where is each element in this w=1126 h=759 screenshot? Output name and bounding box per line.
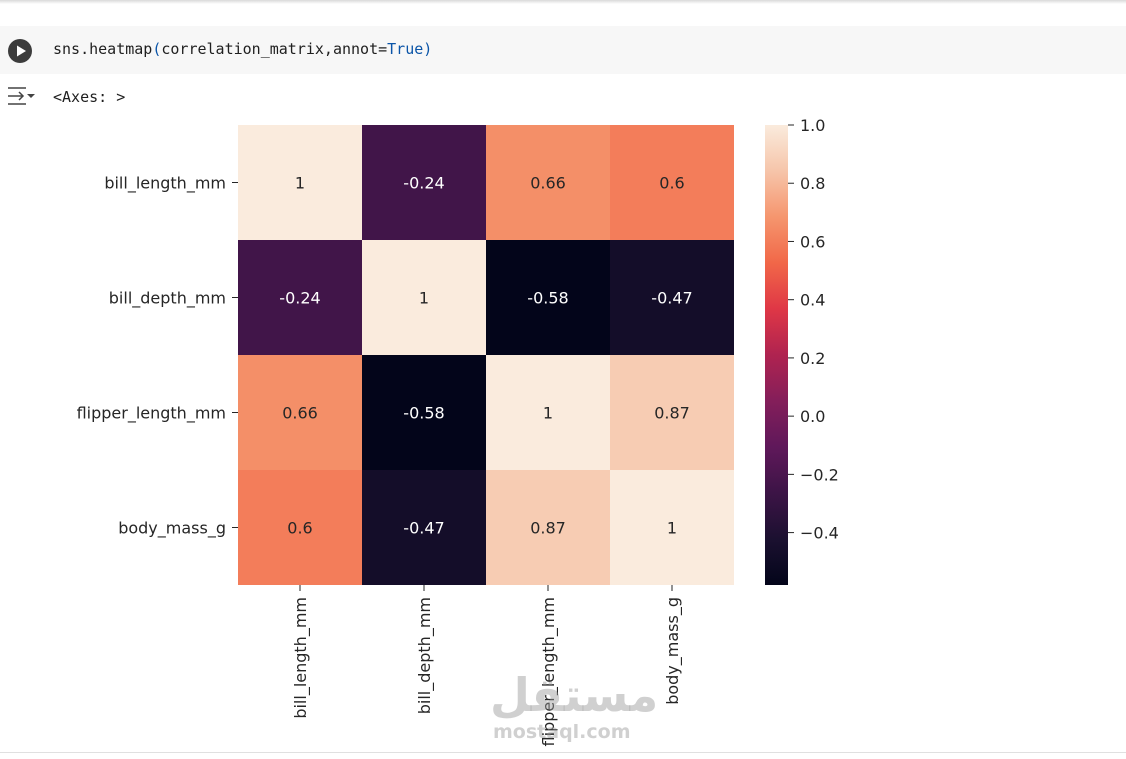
colorbar-tick-label: 0.2 — [800, 349, 825, 368]
cell-annotation: 1 — [419, 289, 429, 308]
watermark-url: mostaql.com — [493, 721, 631, 743]
cell-annotation: 1 — [543, 404, 553, 423]
colorbar-tick-label: 0.0 — [800, 407, 825, 426]
cell-annotation: 0.6 — [659, 174, 684, 193]
heatmap-cell — [610, 240, 734, 355]
code-open-paren: ( — [152, 40, 162, 58]
cell-annotation: -0.47 — [651, 289, 692, 308]
cell-annotation: 1 — [667, 519, 677, 538]
cell-annotation: 0.87 — [654, 404, 690, 423]
run-cell-button[interactable] — [8, 39, 32, 63]
heatmap-cell — [362, 355, 486, 470]
colorbar-tick-label: −0.4 — [800, 524, 839, 543]
colorbar-tick-label: 1.0 — [800, 116, 825, 135]
x-tick-label: bill_length_mm — [291, 597, 311, 719]
cell-annotation: 0.66 — [530, 174, 566, 193]
heatmap-cell — [238, 470, 362, 585]
heatmap-cell — [362, 470, 486, 585]
y-tick-label: body_mass_g — [118, 519, 226, 539]
watermark-logo: مستقل — [490, 668, 659, 722]
cell-annotation: -0.24 — [403, 174, 444, 193]
cell-annotation: 0.66 — [282, 404, 318, 423]
heatmap-cell — [610, 125, 734, 240]
colorbar-tick-label: 0.4 — [800, 291, 825, 310]
x-tick-label: body_mass_g — [663, 597, 683, 705]
output-toggle-button[interactable] — [6, 84, 36, 108]
code-close-paren: ) — [423, 40, 433, 58]
heatmap-cell — [486, 240, 610, 355]
x-tick-label: bill_depth_mm — [415, 597, 435, 714]
y-tick-label: bill_depth_mm — [109, 289, 226, 309]
heatmap-cell — [610, 470, 734, 585]
heatmap-cell — [362, 240, 486, 355]
code-keyword-true: True — [387, 40, 424, 58]
cell-annotation: -0.58 — [403, 404, 444, 423]
code-function: sns.heatmap — [53, 40, 153, 58]
y-tick-label: bill_length_mm — [104, 174, 226, 194]
cell-annotation: -0.47 — [403, 519, 444, 538]
code-cell[interactable] — [0, 26, 1126, 74]
bottom-divider — [0, 752, 1126, 753]
heatmap-cell — [362, 125, 486, 240]
cell-annotation: 0.87 — [530, 519, 566, 538]
heatmap-cell — [486, 125, 610, 240]
heatmap-cell — [238, 355, 362, 470]
colorbar-tick-label: 0.8 — [800, 174, 825, 193]
cell-annotation: -0.24 — [279, 289, 320, 308]
play-icon — [17, 45, 26, 57]
heatmap-cell — [486, 355, 610, 470]
cell-annotation: 0.6 — [287, 519, 312, 538]
colorbar-tick-label: 0.6 — [800, 232, 825, 251]
x-tick-label: flipper_length_mm — [539, 597, 559, 746]
heatmap-cell — [486, 470, 610, 585]
colorbar — [765, 125, 788, 585]
colorbar-tick-label: −0.2 — [800, 465, 839, 484]
output-collapse-icon — [8, 87, 35, 105]
output-text: <Axes: > — [53, 88, 126, 106]
heatmap-cell — [238, 125, 362, 240]
cell-annotation: 1 — [295, 174, 305, 193]
code-line[interactable]: sns.heatmap(correlation_matrix,annot=Tru… — [53, 40, 432, 58]
y-tick-label: flipper_length_mm — [77, 404, 226, 424]
heatmap-cell — [238, 240, 362, 355]
heatmap-cell — [610, 355, 734, 470]
cell-annotation: -0.58 — [527, 289, 568, 308]
code-arguments: correlation_matrix,annot= — [161, 40, 388, 58]
top-shadow — [0, 0, 1126, 4]
top-bar — [0, 0, 1126, 26]
